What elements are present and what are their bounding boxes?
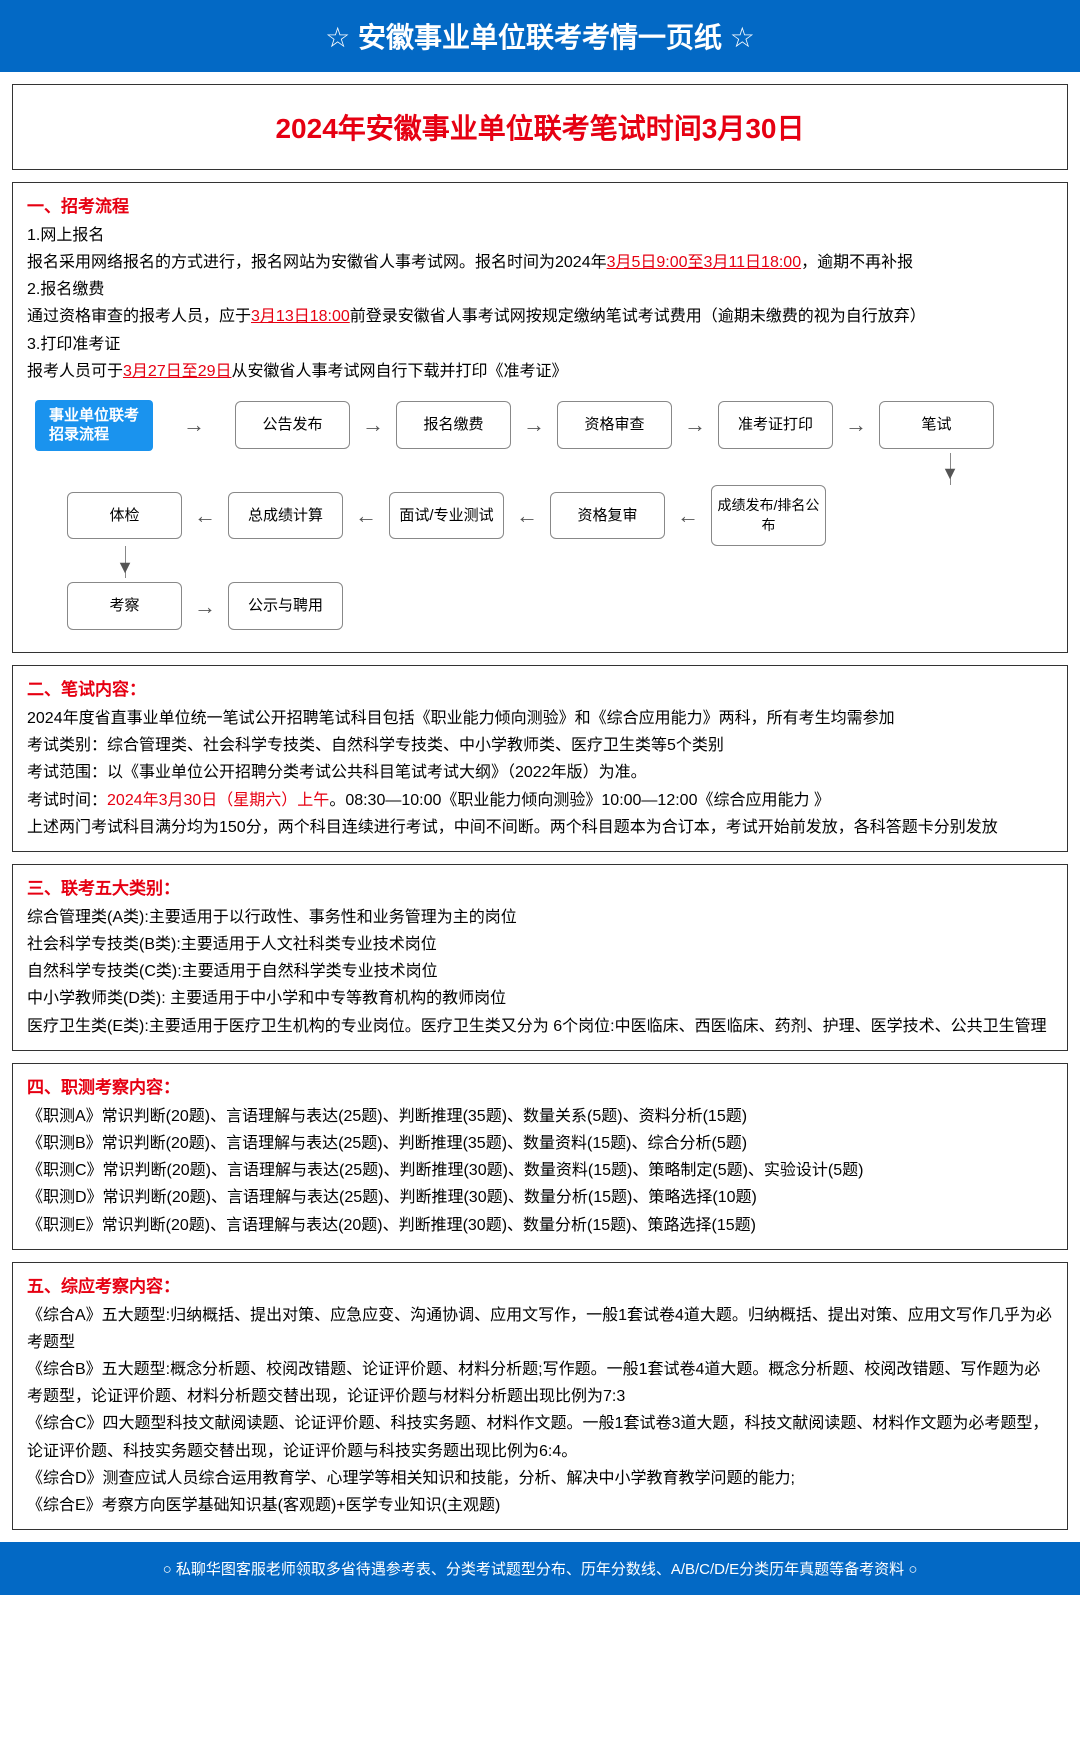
highlight-date: 3月27日至29日: [123, 363, 232, 380]
section-4: 四、职测考察内容： 《职测A》常识判断(20题)、言语理解与表达(25题)、判断…: [12, 1063, 1068, 1250]
text-line: 考试范围：以《事业单位公开招聘分类考试公共科目笔试考试大纲》（2022年版）为准…: [27, 759, 1053, 786]
text-line: 通过资格审查的报考人员，应于3月13日18:00前登录安徽省人事考试网按规定缴纳…: [27, 303, 1053, 330]
section-2: 二、笔试内容： 2024年度省直事业单位统一笔试公开招聘笔试科目包括《职业能力倾…: [12, 665, 1068, 852]
flowchart: 事业单位联考招录流程 → 公告发布→报名缴费→资格审查→准考证打印→笔试 ▼ 体…: [27, 385, 1053, 642]
section-3-title: 三、联考五大类别：: [27, 875, 1053, 904]
flow-step: 公示与聘用: [228, 582, 343, 630]
text-line: 医疗卫生类(E类):主要适用于医疗卫生机构的专业岗位。医疗卫生类又分为 6个岗位…: [27, 1013, 1053, 1040]
section-5-title: 五、综应考察内容：: [27, 1273, 1053, 1302]
flow-step: 资格复审: [550, 492, 665, 540]
highlight-date: 2024年3月30日（星期六）上午: [107, 792, 329, 809]
text-line: 《职测A》常识判断(20题)、言语理解与表达(25题)、判断推理(35题)、数量…: [27, 1103, 1053, 1130]
section-1-title: 一、招考流程: [27, 193, 1053, 222]
flow-step: 准考证打印: [718, 401, 833, 449]
page-footer: ○ 私聊华图客服老师领取多省待遇参考表、分类考试题型分布、历年分数线、A/B/C…: [0, 1542, 1080, 1595]
text-line: 中小学教师类(D类): 主要适用于中小学和中专等教育机构的教师岗位: [27, 985, 1053, 1012]
star-icon: ☆: [730, 22, 755, 53]
main-title: 2024年安徽事业单位联考笔试时间3月30日: [12, 84, 1068, 170]
section-1: 一、招考流程 1.网上报名 报名采用网络报名的方式进行，报名网站为安徽省人事考试…: [12, 182, 1068, 653]
page-header: ☆ 安徽事业单位联考考情一页纸 ☆: [0, 0, 1080, 72]
flow-step: 资格审查: [557, 401, 672, 449]
text-line: 自然科学专技类(C类):主要适用于自然科学类专业技术岗位: [27, 958, 1053, 985]
text-line: 综合管理类(A类):主要适用于以行政性、事务性和业务管理为主的岗位: [27, 904, 1053, 931]
text-line: 《职测E》常识判断(20题)、言语理解与表达(20题)、判断推理(30题)、数量…: [27, 1212, 1053, 1239]
flow-step: 面试/专业测试: [389, 492, 504, 540]
flow-step: 笔试: [879, 401, 994, 449]
highlight-date: 3月5日9:00至3月11日18:00: [607, 254, 802, 271]
text-line: 2.报名缴费: [27, 276, 1053, 303]
text-line: 上述两门考试科目满分均为150分，两个科目连续进行考试，中间不间断。两个科目题本…: [27, 814, 1053, 841]
header-title: 安徽事业单位联考考情一页纸: [358, 22, 722, 53]
flow-step: 公告发布: [235, 401, 350, 449]
text-line: 《综合A》五大题型:归纳概括、提出对策、应急应变、沟通协调、应用文写作，一般1套…: [27, 1302, 1053, 1356]
text-line: 考试类别：综合管理类、社会科学专技类、自然科学专技类、中小学教师类、医疗卫生类等…: [27, 732, 1053, 759]
text-line: 《综合D》测查应试人员综合运用教育学、心理学等相关知识和技能，分析、解决中小学教…: [27, 1465, 1053, 1492]
arrow-right-icon: →: [672, 406, 718, 443]
arrow-right-icon: →: [511, 406, 557, 443]
flow-step: 总成绩计算: [228, 492, 343, 540]
flow-step: 体检: [67, 492, 182, 540]
arrow-left-icon: ←: [665, 497, 711, 534]
text-line: 《综合E》考察方向医学基础知识基(客观题)+医学专业知识(主观题): [27, 1492, 1053, 1519]
flow-step: 报名缴费: [396, 401, 511, 449]
text-line: 《综合C》四大题型科技文献阅读题、论证评价题、科技实务题、材料作文题。一般1套试…: [27, 1410, 1053, 1464]
text-line: 《职测D》常识判断(20题)、言语理解与表达(25题)、判断推理(30题)、数量…: [27, 1184, 1053, 1211]
arrow-left-icon: ←: [343, 497, 389, 534]
text-line: 报考人员可于3月27日至29日从安徽省人事考试网自行下载并打印《准考证》: [27, 358, 1053, 385]
text-line: 1.网上报名: [27, 222, 1053, 249]
text-line: 《职测B》常识判断(20题)、言语理解与表达(25题)、判断推理(35题)、数量…: [27, 1130, 1053, 1157]
text-line: 报名采用网络报名的方式进行，报名网站为安徽省人事考试网。报名时间为2024年3月…: [27, 249, 1053, 276]
text-line: 社会科学专技类(B类):主要适用于人文社科类专业技术岗位: [27, 931, 1053, 958]
section-3: 三、联考五大类别： 综合管理类(A类):主要适用于以行政性、事务性和业务管理为主…: [12, 864, 1068, 1051]
section-5: 五、综应考察内容： 《综合A》五大题型:归纳概括、提出对策、应急应变、沟通协调、…: [12, 1262, 1068, 1530]
arrow-right-icon: →: [171, 406, 217, 443]
flowchart-label: 事业单位联考招录流程: [35, 400, 153, 451]
section-4-title: 四、职测考察内容：: [27, 1074, 1053, 1103]
text-line: 考试时间：2024年3月30日（星期六）上午。08:30—10:00《职业能力倾…: [27, 787, 1053, 814]
arrow-left-icon: ←: [182, 497, 228, 534]
star-icon: ☆: [325, 22, 350, 53]
arrow-right-icon: →: [182, 588, 228, 625]
flow-step: 考察: [67, 582, 182, 630]
text-line: 3.打印准考证: [27, 331, 1053, 358]
flow-step: 成绩发布/排名公布: [711, 485, 826, 546]
highlight-date: 3月13日18:00: [251, 308, 350, 325]
text-line: 《综合B》五大题型:概念分析题、校阅改错题、论证评价题、材料分析题;写作题。一般…: [27, 1356, 1053, 1410]
text-line: 2024年度省直事业单位统一笔试公开招聘笔试科目包括《职业能力倾向测验》和《综合…: [27, 705, 1053, 732]
text-line: 《职测C》常识判断(20题)、言语理解与表达(25题)、判断推理(30题)、数量…: [27, 1157, 1053, 1184]
arrow-right-icon: →: [833, 406, 879, 443]
section-2-title: 二、笔试内容：: [27, 676, 1053, 705]
arrow-right-icon: →: [350, 406, 396, 443]
arrow-left-icon: ←: [504, 497, 550, 534]
